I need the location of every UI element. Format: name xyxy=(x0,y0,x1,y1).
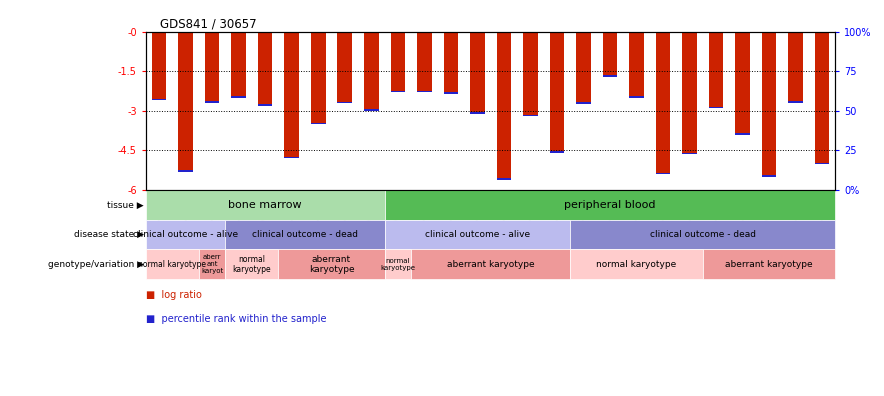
Bar xyxy=(417,91,431,92)
Bar xyxy=(682,153,697,154)
Bar xyxy=(523,115,537,116)
Bar xyxy=(682,32,697,154)
Bar xyxy=(205,32,219,103)
Bar xyxy=(179,170,193,171)
Bar xyxy=(629,96,644,98)
Bar xyxy=(570,220,835,249)
Bar xyxy=(762,32,776,177)
Bar xyxy=(152,32,166,100)
Bar xyxy=(417,32,431,92)
Bar xyxy=(789,101,803,103)
Bar xyxy=(762,175,776,177)
Bar xyxy=(199,249,225,279)
Bar xyxy=(444,92,458,94)
Text: clinical outcome - alive: clinical outcome - alive xyxy=(133,230,238,239)
Bar xyxy=(656,173,670,174)
Bar xyxy=(258,32,272,106)
Bar xyxy=(146,220,225,249)
Bar xyxy=(311,123,325,124)
Bar xyxy=(576,102,591,104)
Bar xyxy=(152,99,166,100)
Bar xyxy=(576,32,591,104)
Text: genotype/variation ▶: genotype/variation ▶ xyxy=(48,260,144,269)
Bar xyxy=(258,104,272,106)
Bar xyxy=(385,190,835,220)
Bar xyxy=(735,32,750,135)
Bar xyxy=(338,102,352,103)
Bar xyxy=(550,32,564,153)
Text: GDS841 / 30657: GDS841 / 30657 xyxy=(160,17,256,30)
Bar xyxy=(789,32,803,103)
Bar xyxy=(497,32,511,179)
Bar xyxy=(391,91,405,92)
Bar xyxy=(470,112,484,114)
Bar xyxy=(179,32,193,171)
Bar xyxy=(205,101,219,103)
Bar xyxy=(603,32,617,76)
Bar xyxy=(656,32,670,174)
Bar xyxy=(364,32,378,111)
Bar xyxy=(411,249,570,279)
Bar xyxy=(815,163,829,164)
Bar xyxy=(629,32,644,98)
Bar xyxy=(470,32,484,114)
Bar xyxy=(444,32,458,94)
Bar xyxy=(146,190,385,220)
Bar xyxy=(311,32,325,124)
Bar xyxy=(523,32,537,116)
Bar xyxy=(385,249,411,279)
Text: disease state ▶: disease state ▶ xyxy=(74,230,144,239)
Text: aberrant karyotype: aberrant karyotype xyxy=(446,260,535,269)
Bar xyxy=(391,32,405,92)
Bar xyxy=(232,95,246,98)
Bar xyxy=(225,220,385,249)
Bar xyxy=(497,178,511,179)
Bar xyxy=(338,32,352,103)
Text: clinical outcome - alive: clinical outcome - alive xyxy=(425,230,530,239)
Bar xyxy=(364,109,378,111)
Text: tissue ▶: tissue ▶ xyxy=(108,200,144,209)
Bar xyxy=(385,220,570,249)
Bar xyxy=(709,32,723,108)
Bar xyxy=(815,32,829,164)
Text: bone marrow: bone marrow xyxy=(228,200,302,210)
Bar xyxy=(225,249,278,279)
Text: clinical outcome - dead: clinical outcome - dead xyxy=(650,230,756,239)
Bar xyxy=(603,75,617,76)
Bar xyxy=(278,249,385,279)
Text: aberr
ant
karyot: aberr ant karyot xyxy=(201,254,224,274)
Text: aberrant
karyotype: aberrant karyotype xyxy=(309,255,354,274)
Bar xyxy=(735,133,750,135)
Text: normal
karyotype: normal karyotype xyxy=(380,258,415,271)
Text: aberrant karyotype: aberrant karyotype xyxy=(725,260,813,269)
Bar xyxy=(703,249,835,279)
Bar xyxy=(709,107,723,108)
Text: normal
karyotype: normal karyotype xyxy=(232,255,271,274)
Bar xyxy=(232,32,246,98)
Text: normal karyotype: normal karyotype xyxy=(597,260,676,269)
Text: clinical outcome - dead: clinical outcome - dead xyxy=(252,230,358,239)
Bar xyxy=(285,32,299,158)
Bar xyxy=(550,151,564,153)
Bar xyxy=(570,249,703,279)
Text: peripheral blood: peripheral blood xyxy=(564,200,656,210)
Text: normal karyotype: normal karyotype xyxy=(139,260,206,269)
Text: ■  log ratio: ■ log ratio xyxy=(146,290,202,300)
Bar xyxy=(146,249,199,279)
Text: ■  percentile rank within the sample: ■ percentile rank within the sample xyxy=(146,314,326,324)
